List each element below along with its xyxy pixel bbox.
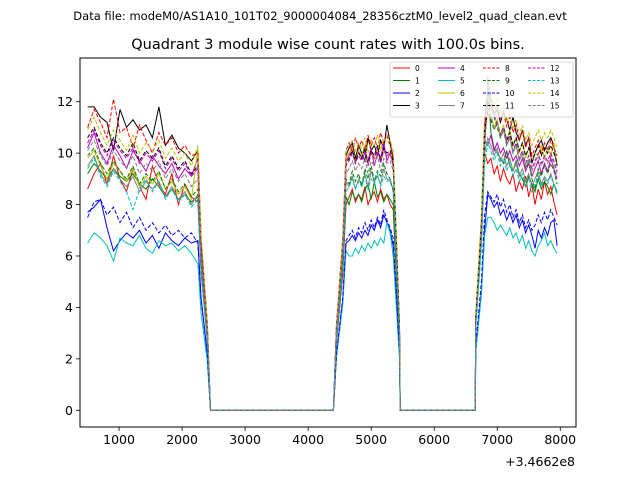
figure-suptitle: Data file: modeM0/AS1A10_101T02_90000040… — [73, 9, 567, 23]
x-tick-label: 8000 — [544, 432, 576, 447]
x-tick-label: 4000 — [292, 432, 324, 447]
x-tick-label: 2000 — [166, 432, 198, 447]
series-line-10 — [87, 190, 558, 411]
legend-label-12: 12 — [550, 64, 560, 73]
y-tick-label: 2 — [65, 351, 73, 366]
x-offset-label: +3.4662e8 — [505, 454, 575, 469]
series-line-0 — [87, 152, 558, 411]
series-line-2 — [87, 192, 558, 411]
y-tick-label: 8 — [65, 197, 73, 212]
legend-label-1: 1 — [415, 76, 420, 85]
legend-label-8: 8 — [505, 64, 510, 73]
legend-label-7: 7 — [460, 101, 465, 110]
legend-label-15: 15 — [550, 101, 560, 110]
x-tick-label: 6000 — [418, 432, 450, 447]
series-line-15 — [87, 106, 558, 411]
legend-label-2: 2 — [415, 89, 420, 98]
legend-label-3: 3 — [415, 101, 420, 110]
x-tick-label: 5000 — [355, 432, 387, 447]
x-tick-label: 3000 — [229, 432, 261, 447]
legend-label-11: 11 — [505, 101, 515, 110]
legend-label-13: 13 — [550, 76, 560, 85]
series-line-13 — [87, 141, 558, 411]
legend-label-9: 9 — [505, 76, 510, 85]
axes-frame — [79, 57, 577, 428]
series-line-8 — [87, 93, 558, 411]
y-tick-label: 4 — [65, 300, 73, 315]
y-tick-label: 12 — [57, 94, 73, 109]
legend-label-5: 5 — [460, 76, 465, 85]
y-tick-label: 10 — [57, 146, 73, 161]
series-line-7 — [87, 135, 558, 411]
series-line-12 — [87, 81, 558, 411]
x-tick-label: 7000 — [481, 432, 513, 447]
y-tick-label: 6 — [65, 249, 73, 264]
x-tick-label: 1000 — [103, 432, 135, 447]
legend-label-0: 0 — [415, 64, 420, 73]
series-line-5 — [87, 216, 558, 411]
legend-label-4: 4 — [460, 64, 465, 73]
chart-title: Quadrant 3 module wise count rates with … — [131, 37, 525, 53]
y-tick-label: 0 — [65, 403, 73, 418]
y-axis: 0 2 4 6 8 10 12 — [57, 94, 80, 418]
legend-label-14: 14 — [550, 89, 560, 98]
legend-label-6: 6 — [460, 89, 465, 98]
legend-frame — [389, 61, 574, 118]
legend-label-10: 10 — [505, 89, 515, 98]
x-axis: 1000 2000 3000 4000 5000 6000 7000 8000 — [103, 427, 576, 447]
series-line-9 — [87, 88, 558, 411]
